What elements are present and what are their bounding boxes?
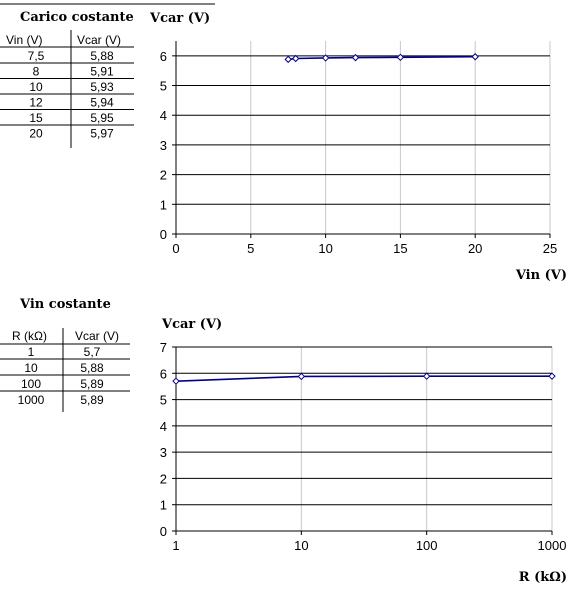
table-cell: 5,88: [90, 49, 114, 63]
x-tick-label: 100: [416, 538, 438, 553]
table-cell: 8: [33, 65, 40, 79]
table-cell: 5,97: [90, 127, 114, 141]
table-header-vin: Vin (V): [6, 33, 42, 47]
table-cell: 100: [21, 377, 41, 391]
table-header-vcar: Vcar (V): [77, 33, 121, 47]
y-tick-label: 3: [160, 138, 167, 153]
y-tick-label: 6: [160, 49, 167, 64]
data-point: [297, 372, 306, 381]
data-point: [471, 53, 479, 61]
data-point: [172, 377, 180, 385]
table-header-vcar: Vcar (V): [75, 329, 119, 343]
y-tick-label: 0: [160, 227, 167, 242]
table-cell: 10: [29, 80, 43, 94]
y-tick-label: 7: [160, 340, 167, 355]
data-point: [284, 55, 292, 64]
table-title: Vin costante: [19, 297, 111, 312]
chart-vcar-vs-vin: Vcar (V) Vin (V) 0 5 10 15 20 25 0 1 2 3 4 5 6: [149, 11, 567, 283]
data-point: [321, 54, 330, 62]
table-cell: 5,89: [80, 393, 104, 407]
table-carico-costante: Carico costante Vin (V) Vcar (V) 7,5 5,88…: [0, 3, 215, 148]
table-cell: 10: [24, 361, 38, 375]
x-tick-label: 10: [294, 538, 308, 553]
series-line: [175, 375, 552, 382]
y-tick-label: 1: [160, 197, 167, 212]
y-tick-label: 2: [160, 168, 167, 183]
y-tick-label: 1: [160, 498, 167, 513]
y-tick-label: 4: [160, 108, 167, 123]
y-tick-label: 5: [160, 393, 167, 408]
data-point: [291, 54, 300, 63]
data-point: [396, 53, 405, 62]
x-tick-label: 1: [172, 538, 179, 553]
table-header-r: R (kΩ): [12, 329, 47, 343]
y-tick-label: 2: [160, 471, 167, 486]
series-line: [288, 55, 476, 61]
table-rows: 1 5,7 10 5,88 100 5,89 1000 5,89: [0, 345, 130, 407]
data-point: [351, 53, 360, 62]
x-tick-label: 0: [172, 241, 179, 256]
x-tick-label: 5: [247, 241, 254, 256]
table-cell: 15: [29, 111, 43, 125]
table-cell: 20: [29, 127, 43, 141]
y-axis-label: Vcar (V): [161, 317, 222, 332]
x-tick-label: 20: [468, 241, 482, 256]
y-tick-label: 3: [160, 445, 167, 460]
table-vin-costante: Vin costante R (kΩ) Vcar (V) 1 5,710 5,881…: [0, 297, 130, 412]
data-point: [548, 372, 556, 380]
data-point: [422, 372, 431, 380]
x-tick-label: 1000: [538, 538, 567, 553]
table-cell: 5,91: [90, 65, 114, 79]
table-cell: 5,94: [90, 96, 114, 110]
table-cell: 12: [29, 96, 43, 110]
table-cell: 5,88: [80, 361, 104, 375]
table-cell: 5,93: [90, 80, 114, 94]
y-tick-label: 4: [160, 419, 167, 434]
y-axis-label: Vcar (V): [149, 11, 210, 26]
x-axis-label: R (kΩ): [519, 570, 567, 585]
table-cell: 5,7: [84, 345, 101, 359]
y-tick-label: 0: [160, 524, 167, 539]
y-tick-label: 5: [160, 79, 167, 94]
table-cell: 1: [28, 345, 35, 359]
y-tick-label: 6: [160, 366, 167, 381]
x-tick-label: 10: [318, 241, 332, 256]
table-rows: 7,5 5,88 8 5,91 10 5,93 12 5,94 15 5,95 20 5,97: [0, 49, 134, 141]
table-cell: 1000: [18, 393, 45, 407]
table-title: Carico costante: [20, 10, 134, 25]
x-axis-label: Vin (V): [515, 268, 567, 283]
x-tick-label: 15: [393, 241, 407, 256]
table-cell: 5,95: [90, 111, 114, 125]
x-tick-label: 25: [543, 241, 557, 256]
table-cell: 5,89: [80, 377, 104, 391]
table-cell: 7,5: [28, 49, 45, 63]
